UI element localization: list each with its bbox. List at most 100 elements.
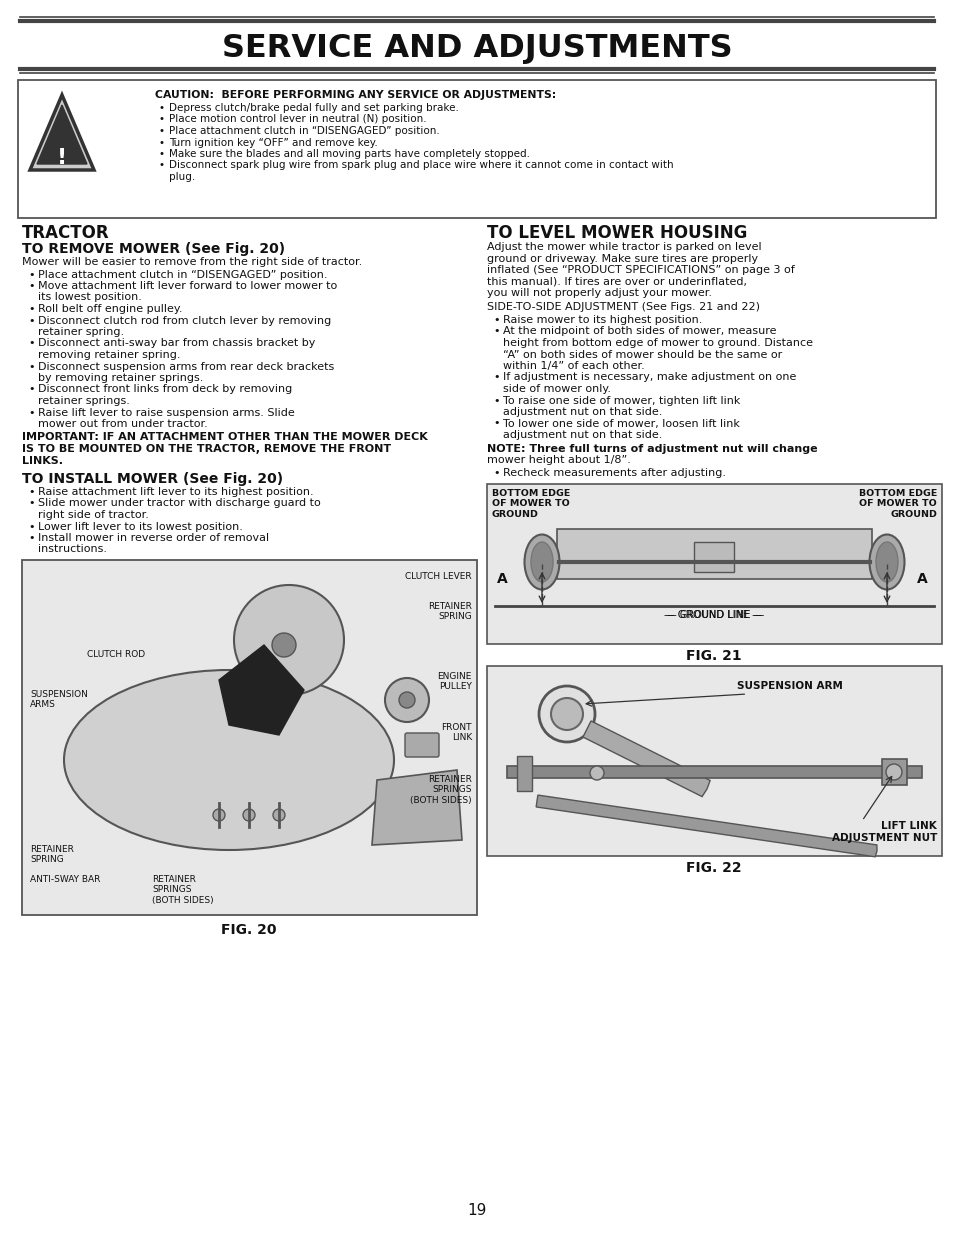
- Bar: [882, 760, 906, 785]
- Circle shape: [538, 685, 595, 742]
- Text: adjustment nut on that side.: adjustment nut on that side.: [502, 430, 661, 440]
- Text: FIG. 22: FIG. 22: [685, 861, 741, 876]
- Text: TO INSTALL MOWER (See Fig. 20): TO INSTALL MOWER (See Fig. 20): [22, 472, 283, 487]
- Text: •: •: [28, 499, 34, 509]
- Bar: [517, 756, 532, 790]
- Text: •: •: [159, 161, 165, 170]
- Ellipse shape: [524, 535, 558, 589]
- Text: A: A: [916, 572, 926, 585]
- Text: Slide mower under tractor with discharge guard to: Slide mower under tractor with discharge…: [38, 499, 320, 509]
- Text: •: •: [493, 373, 499, 383]
- Bar: [693, 542, 733, 572]
- Text: Turn ignition key “OFF” and remove key.: Turn ignition key “OFF” and remove key.: [169, 137, 377, 147]
- Circle shape: [272, 634, 295, 657]
- Text: IS TO BE MOUNTED ON THE TRACTOR, REMOVE THE FRONT: IS TO BE MOUNTED ON THE TRACTOR, REMOVE …: [22, 445, 391, 454]
- Text: Disconnect clutch rod from clutch lever by removing: Disconnect clutch rod from clutch lever …: [38, 315, 331, 326]
- Text: you will not properly adjust your mower.: you will not properly adjust your mower.: [486, 288, 711, 298]
- Text: CLUTCH LEVER: CLUTCH LEVER: [405, 572, 472, 580]
- Text: Place attachment clutch in “DISENGAGED” position.: Place attachment clutch in “DISENGAGED” …: [169, 126, 439, 136]
- Text: this manual). If tires are over or underinflated,: this manual). If tires are over or under…: [486, 277, 746, 287]
- Text: FIG. 20: FIG. 20: [221, 923, 276, 937]
- Bar: [486, 484, 941, 643]
- Text: side of mower only.: side of mower only.: [502, 384, 610, 394]
- Ellipse shape: [531, 542, 553, 582]
- Text: LIFT LINK
ADJUSTMENT NUT: LIFT LINK ADJUSTMENT NUT: [831, 821, 936, 842]
- Text: IMPORTANT: IF AN ATTACHMENT OTHER THAN THE MOWER DECK: IMPORTANT: IF AN ATTACHMENT OTHER THAN T…: [22, 432, 427, 442]
- Polygon shape: [219, 645, 304, 735]
- Text: •: •: [28, 282, 34, 291]
- Text: retainer springs.: retainer springs.: [38, 396, 130, 406]
- Text: •: •: [493, 395, 499, 405]
- Text: To lower one side of mower, loosen lift link: To lower one side of mower, loosen lift …: [502, 419, 740, 429]
- Text: instructions.: instructions.: [38, 545, 107, 555]
- Text: Move attachment lift lever forward to lower mower to: Move attachment lift lever forward to lo…: [38, 282, 337, 291]
- Text: right side of tractor.: right side of tractor.: [38, 510, 149, 520]
- Text: mower height about 1/8”.: mower height about 1/8”.: [486, 454, 630, 466]
- Text: If adjustment is necessary, make adjustment on one: If adjustment is necessary, make adjustm…: [502, 373, 796, 383]
- FancyArrow shape: [536, 795, 876, 857]
- Circle shape: [551, 698, 582, 730]
- Text: Place motion control lever in neutral (N) position.: Place motion control lever in neutral (N…: [169, 115, 426, 125]
- Text: Mower will be easier to remove from the right side of tractor.: Mower will be easier to remove from the …: [22, 257, 362, 267]
- Text: BOTTOM EDGE
OF MOWER TO
GROUND: BOTTOM EDGE OF MOWER TO GROUND: [858, 489, 936, 519]
- Text: Place attachment clutch in “DISENGAGED” position.: Place attachment clutch in “DISENGAGED” …: [38, 269, 327, 279]
- Circle shape: [213, 809, 225, 821]
- Text: plug.: plug.: [169, 172, 195, 182]
- Text: •: •: [28, 315, 34, 326]
- Text: Make sure the blades and all moving parts have completely stopped.: Make sure the blades and all moving part…: [169, 149, 530, 159]
- Text: •: •: [159, 137, 165, 147]
- Text: SERVICE AND ADJUSTMENTS: SERVICE AND ADJUSTMENTS: [221, 32, 732, 63]
- Ellipse shape: [875, 542, 897, 582]
- Text: •: •: [28, 521, 34, 531]
- Text: by removing retainer springs.: by removing retainer springs.: [38, 373, 203, 383]
- Text: FIG. 21: FIG. 21: [685, 650, 741, 663]
- Text: CAUTION:  BEFORE PERFORMING ANY SERVICE OR ADJUSTMENTS:: CAUTION: BEFORE PERFORMING ANY SERVICE O…: [154, 90, 556, 100]
- Text: SUSPENSION ARM: SUSPENSION ARM: [737, 680, 842, 692]
- Text: •: •: [28, 384, 34, 394]
- Text: To raise one side of mower, tighten lift link: To raise one side of mower, tighten lift…: [502, 395, 740, 405]
- Text: •: •: [28, 408, 34, 417]
- Text: !: !: [57, 148, 67, 168]
- Text: — GROUND LINE —: — GROUND LINE —: [666, 610, 760, 620]
- Text: At the midpoint of both sides of mower, measure: At the midpoint of both sides of mower, …: [502, 326, 776, 336]
- Text: its lowest position.: its lowest position.: [38, 293, 142, 303]
- Bar: [506, 766, 921, 778]
- Polygon shape: [30, 95, 94, 170]
- Text: RETAINER
SPRINGS
(BOTH SIDES): RETAINER SPRINGS (BOTH SIDES): [410, 776, 472, 805]
- Circle shape: [398, 692, 415, 708]
- Text: NOTE: Three full turns of adjustment nut will change: NOTE: Three full turns of adjustment nut…: [486, 443, 817, 453]
- FancyArrow shape: [582, 721, 709, 797]
- Text: Raise mower to its highest position.: Raise mower to its highest position.: [502, 315, 701, 325]
- Text: Depress clutch/brake pedal fully and set parking brake.: Depress clutch/brake pedal fully and set…: [169, 103, 458, 112]
- Text: •: •: [159, 103, 165, 112]
- Text: Disconnect spark plug wire from spark plug and place wire where it cannot come i: Disconnect spark plug wire from spark pl…: [169, 161, 673, 170]
- Text: LINKS.: LINKS.: [22, 456, 63, 466]
- Circle shape: [233, 585, 344, 695]
- Text: •: •: [28, 269, 34, 279]
- Text: CLUTCH ROD: CLUTCH ROD: [87, 650, 145, 659]
- Text: Disconnect anti-sway bar from chassis bracket by: Disconnect anti-sway bar from chassis br…: [38, 338, 315, 348]
- Bar: [22, 559, 476, 915]
- Text: ground or driveway. Make sure tires are properly: ground or driveway. Make sure tires are …: [486, 253, 758, 263]
- Text: RETAINER
SPRING: RETAINER SPRING: [428, 601, 472, 621]
- Text: adjustment nut on that side.: adjustment nut on that side.: [502, 408, 661, 417]
- Text: •: •: [493, 468, 499, 478]
- Text: SUSPENSION
ARMS: SUSPENSION ARMS: [30, 690, 88, 709]
- Text: 19: 19: [467, 1203, 486, 1218]
- Text: RETAINER
SPRING: RETAINER SPRING: [30, 845, 73, 864]
- Text: •: •: [28, 338, 34, 348]
- Ellipse shape: [868, 535, 903, 589]
- Circle shape: [589, 766, 603, 781]
- Text: Raise lift lever to raise suspension arms. Slide: Raise lift lever to raise suspension arm…: [38, 408, 294, 417]
- Text: TO REMOVE MOWER (See Fig. 20): TO REMOVE MOWER (See Fig. 20): [22, 242, 285, 256]
- Text: •: •: [28, 304, 34, 314]
- Text: Adjust the mower while tractor is parked on level: Adjust the mower while tractor is parked…: [486, 242, 760, 252]
- Text: inflated (See “PRODUCT SPECIFICATIONS” on page 3 of: inflated (See “PRODUCT SPECIFICATIONS” o…: [486, 266, 794, 275]
- Text: Install mower in reverse order of removal: Install mower in reverse order of remova…: [38, 534, 269, 543]
- Text: •: •: [493, 419, 499, 429]
- Ellipse shape: [64, 671, 394, 850]
- Text: Recheck measurements after adjusting.: Recheck measurements after adjusting.: [502, 468, 725, 478]
- Text: Roll belt off engine pulley.: Roll belt off engine pulley.: [38, 304, 182, 314]
- Text: removing retainer spring.: removing retainer spring.: [38, 350, 180, 359]
- Text: Disconnect front links from deck by removing: Disconnect front links from deck by remo…: [38, 384, 292, 394]
